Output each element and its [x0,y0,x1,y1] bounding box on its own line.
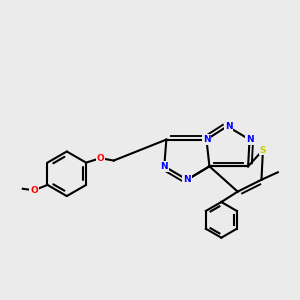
Text: O: O [97,154,104,163]
Text: O: O [30,186,38,195]
Text: N: N [225,122,232,131]
Text: S: S [260,146,266,154]
Text: N: N [160,162,168,171]
Text: N: N [203,135,210,144]
Text: N: N [246,135,254,144]
Text: N: N [183,175,191,184]
